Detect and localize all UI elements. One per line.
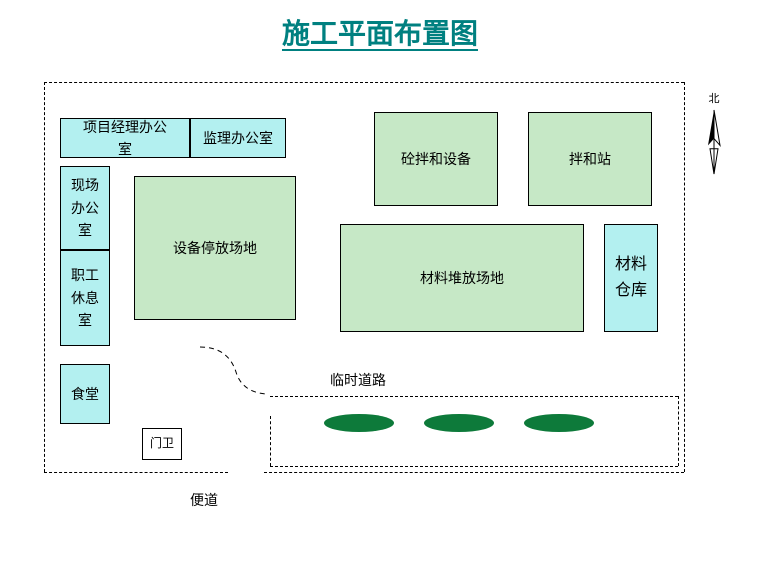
- staff-rest-box: 职工休息室: [60, 250, 110, 346]
- pm-office-box: 项目经理办公室: [60, 118, 190, 158]
- supervisor-office-box: 监理办公室: [190, 118, 286, 158]
- compass-label: 北: [709, 90, 720, 106]
- temp-road-label: 临时道路: [330, 370, 386, 390]
- green-ellipse: [424, 414, 494, 432]
- concrete-equip-box: 砼拌和设备: [374, 112, 498, 206]
- equipment-park-box: 设备停放场地: [134, 176, 296, 320]
- material-warehouse-box: 材料仓库: [604, 224, 658, 332]
- compass-north: 北: [700, 90, 728, 176]
- compass-icon: [700, 108, 728, 176]
- service-road-label: 便道: [190, 490, 218, 510]
- mixing-station-box: 拌和站: [528, 112, 652, 206]
- green-ellipse: [524, 414, 594, 432]
- green-ellipse: [324, 414, 394, 432]
- material-yard-box: 材料堆放场地: [340, 224, 584, 332]
- site-office-box: 现场办公室: [60, 166, 110, 250]
- diagram-title: 施工平面布置图: [282, 12, 478, 52]
- gate-box: 门卫: [142, 428, 182, 460]
- canteen-box: 食堂: [60, 364, 110, 424]
